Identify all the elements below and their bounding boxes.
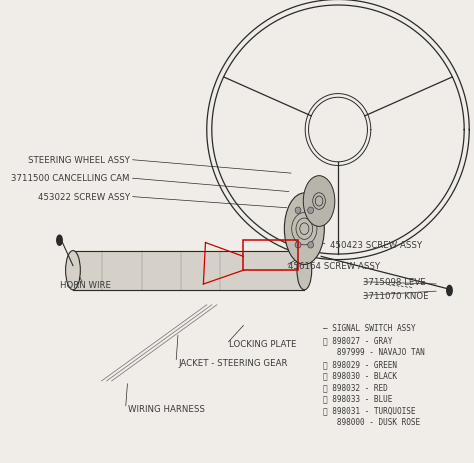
Circle shape: [308, 242, 314, 249]
Text: ⓖ 898030 - BLACK: ⓖ 898030 - BLACK: [323, 370, 397, 380]
Text: STEERING WHEEL ASSY: STEERING WHEEL ASSY: [28, 156, 130, 165]
Text: LOCKING PLATE: LOCKING PLATE: [228, 340, 296, 349]
Text: 453022 SCREW ASSY: 453022 SCREW ASSY: [37, 193, 130, 201]
Ellipse shape: [284, 194, 324, 265]
Circle shape: [295, 242, 301, 249]
Text: 3715098 LEVE: 3715098 LEVE: [363, 278, 426, 287]
Ellipse shape: [57, 236, 62, 246]
Text: HORN WIRE: HORN WIRE: [60, 280, 111, 289]
Text: — SIGNAL SWITCH ASSY: — SIGNAL SWITCH ASSY: [323, 324, 416, 332]
Text: 450423 SCREW ASSY: 450423 SCREW ASSY: [329, 241, 422, 250]
Text: ⓕ 898029 - GREEN: ⓕ 898029 - GREEN: [323, 359, 397, 368]
Ellipse shape: [303, 176, 335, 227]
Text: WIRING HARNESS: WIRING HARNESS: [128, 404, 204, 413]
Ellipse shape: [447, 286, 452, 296]
Text: 897999 - NAVAJO TAN: 897999 - NAVAJO TAN: [323, 348, 425, 357]
Text: JACKET - STEERING GEAR: JACKET - STEERING GEAR: [178, 358, 288, 367]
Text: ⓘ 898033 - BLUE: ⓘ 898033 - BLUE: [323, 394, 392, 403]
Text: 3711070 KNOE: 3711070 KNOE: [363, 291, 429, 300]
Text: 898000 - DUSK ROSE: 898000 - DUSK ROSE: [323, 417, 420, 425]
Circle shape: [308, 207, 314, 214]
Text: 456164 SCREW ASSY: 456164 SCREW ASSY: [288, 262, 380, 270]
Text: ⓔ 898027 - GRAY: ⓔ 898027 - GRAY: [323, 336, 392, 345]
Ellipse shape: [297, 251, 312, 290]
Text: ⓙ 898031 - TURQUOISE: ⓙ 898031 - TURQUOISE: [323, 405, 416, 414]
Ellipse shape: [65, 251, 80, 290]
Bar: [243, 241, 298, 270]
Text: ⓗ 898032 - RED: ⓗ 898032 - RED: [323, 382, 388, 391]
Text: 3711500 CANCELLING CAM: 3711500 CANCELLING CAM: [11, 174, 130, 183]
Circle shape: [295, 207, 301, 214]
